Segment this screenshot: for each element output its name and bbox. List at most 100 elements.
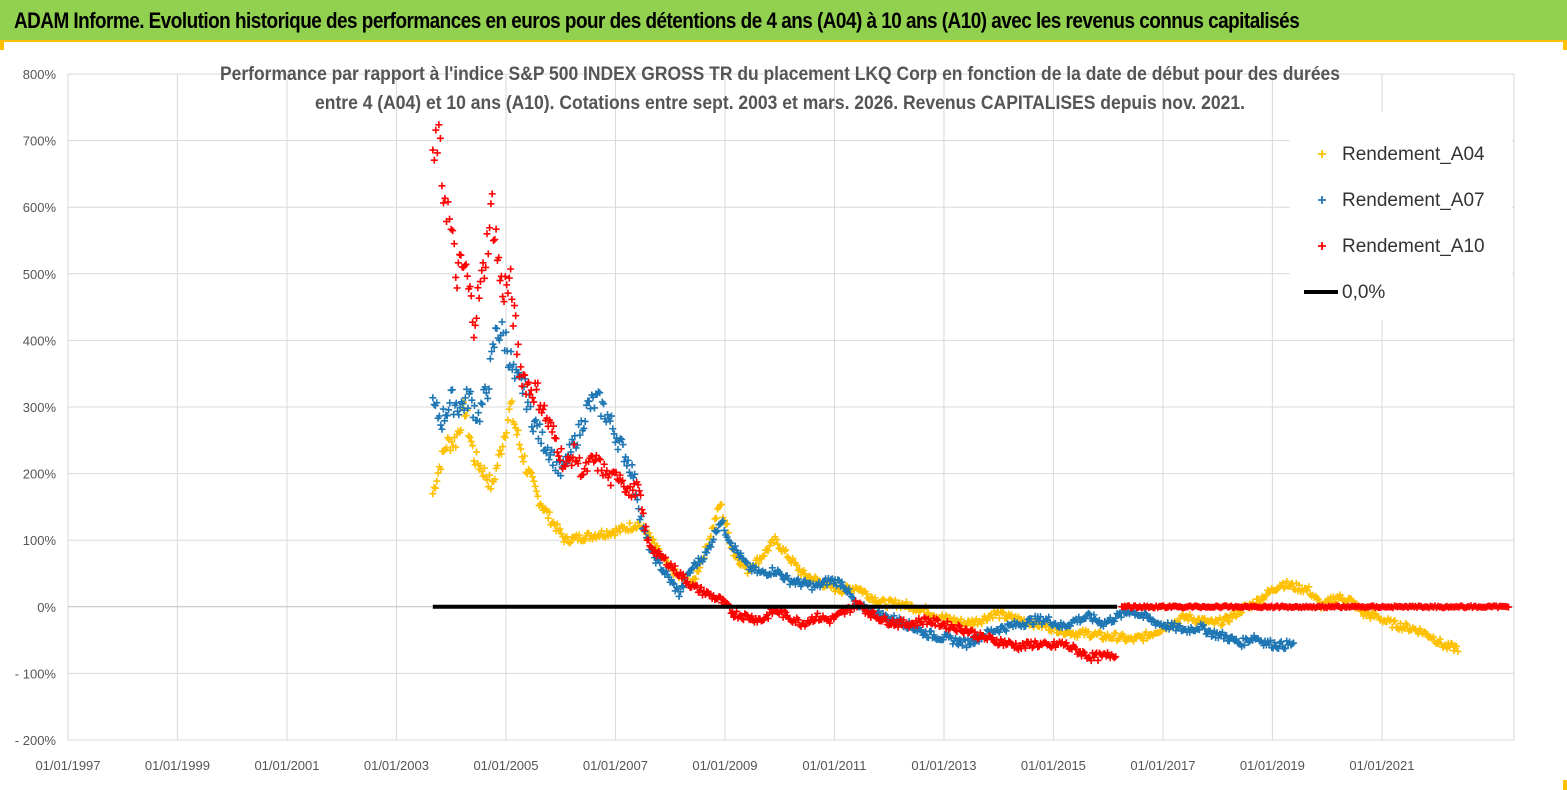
data-point [1142,610,1150,618]
data-point [634,481,642,489]
data-point [1290,585,1298,593]
data-point [618,435,626,443]
data-point [542,449,550,457]
data-point [1216,614,1224,622]
data-point [1067,622,1074,630]
data-point [628,493,636,501]
data-point [614,445,622,453]
data-point [530,398,538,406]
data-point [540,402,548,410]
data-point [755,559,763,567]
data-point [576,431,584,439]
data-point [780,547,788,555]
data-point [1165,625,1173,633]
chart-series [429,121,1512,665]
data-point [433,399,441,407]
data-point [1504,603,1512,611]
data-point [879,595,887,603]
data-point [800,566,808,574]
data-point [689,564,697,572]
data-point [1139,637,1147,645]
data-point [556,525,564,533]
data-point [723,520,731,528]
data-point [661,553,669,561]
y-tick-label: 500% [23,267,57,282]
data-point [956,622,964,630]
data-point [1366,614,1374,622]
data-point [1305,583,1313,591]
data-point [635,487,643,495]
data-point [435,412,443,420]
data-point [604,411,612,419]
data-point [1245,638,1253,646]
data-point [568,436,576,444]
data-point [738,614,746,622]
data-point [501,434,509,442]
data-point [429,394,437,402]
data-point [1149,616,1157,624]
data-point [1454,647,1462,655]
data-point [642,523,650,531]
data-point [744,569,752,577]
data-point [496,446,504,454]
data-point [538,409,546,417]
data-point [676,588,684,596]
data-point [502,328,510,336]
data-point [864,609,872,617]
data-point [434,469,442,477]
data-point [463,385,471,393]
data-point [468,396,476,404]
data-point [466,283,474,291]
data-point [475,294,483,302]
data-point [588,452,596,460]
data-point [891,596,899,604]
data-point [510,420,518,428]
data-point [1047,627,1055,635]
data-point [768,564,776,572]
data-point [882,615,890,623]
data-point [954,621,962,629]
data-point [585,397,593,405]
data-point [841,610,849,618]
data-point [611,531,619,539]
data-point [455,411,463,419]
data-point [1436,635,1444,643]
data-point [626,483,634,491]
data-point [625,468,633,476]
data-point [452,399,460,407]
data-point [1281,644,1289,652]
data-point [1095,628,1103,636]
data-point [1228,614,1236,622]
legend-label: Rendement_A04 [1342,144,1485,165]
data-point [679,570,687,578]
data-point [780,576,788,584]
data-point [1130,637,1138,645]
data-point [438,425,446,433]
data-point [532,416,540,424]
data-point [1094,618,1102,626]
data-point [1232,635,1240,643]
data-point [688,565,696,573]
data-point [774,540,782,548]
data-point [623,462,631,470]
corner-marker-top-left [0,40,14,50]
data-point [930,631,938,639]
data-point [1002,627,1010,635]
data-point [490,343,498,351]
data-point [508,295,516,303]
data-point [538,502,546,510]
y-tick-label: 100% [23,533,57,548]
data-point [794,616,802,624]
data-point [510,360,518,368]
data-point [1240,641,1248,649]
data-point [491,475,499,483]
data-point [517,363,525,371]
data-point [553,520,561,528]
data-point [537,439,545,447]
data-point [581,417,589,425]
data-point [528,423,536,431]
data-point [683,578,691,586]
data-point [583,401,591,409]
data-point [596,389,604,397]
data-point [441,417,449,425]
